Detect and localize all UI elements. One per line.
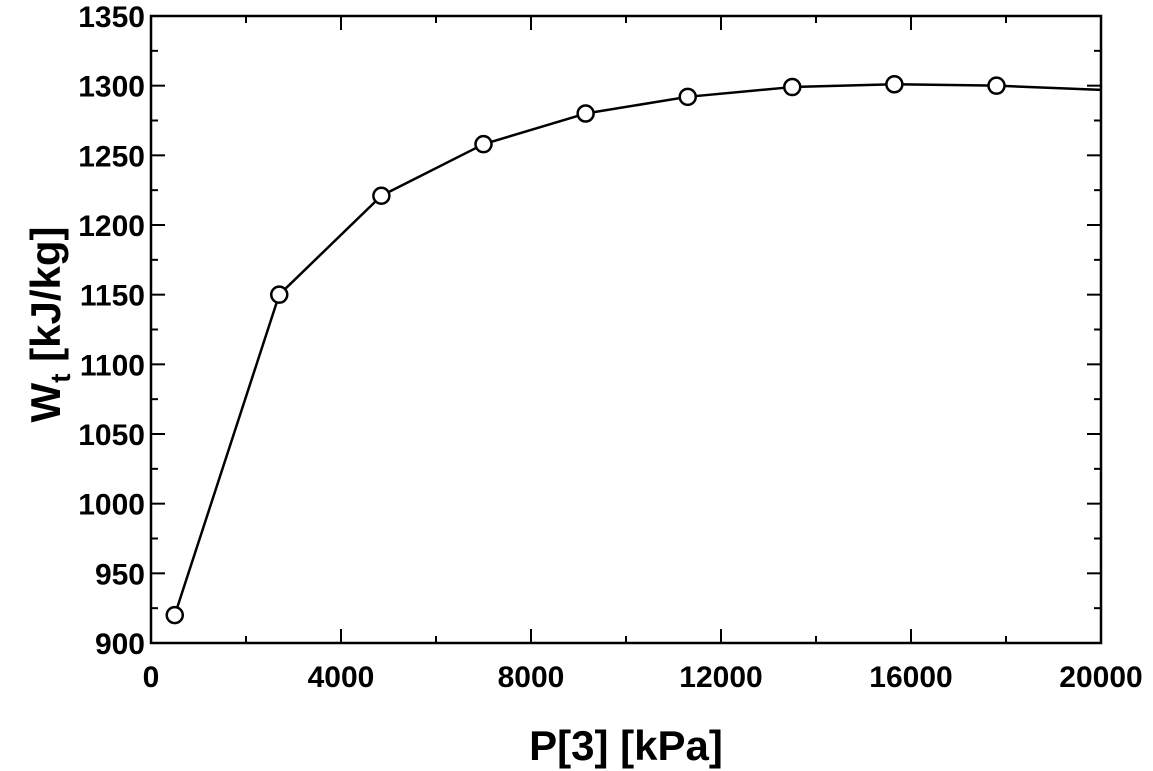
y-tick-label: 1050 — [78, 419, 145, 452]
axis-ticks — [150, 15, 1102, 644]
y-tick-label: 900 — [95, 628, 145, 661]
x-tick-label: 20000 — [1059, 661, 1142, 694]
plot-frame — [149, 14, 1103, 645]
data-point — [165, 605, 184, 625]
y-tick-label: 1200 — [78, 210, 145, 243]
y-tick-label: 1300 — [78, 71, 145, 104]
data-point — [678, 87, 697, 107]
plot-area — [165, 75, 1102, 625]
y-axis-label-main: W — [22, 383, 69, 423]
x-tick-label: 16000 — [869, 661, 952, 694]
data-point — [885, 75, 904, 94]
y-tick-label: 1250 — [78, 140, 145, 173]
y-axis-label: Wt [kJ/kg] — [22, 226, 76, 422]
y-tick-label: 1000 — [78, 489, 145, 522]
data-point — [372, 186, 391, 205]
y-tick-label: 1350 — [78, 1, 145, 34]
x-axis-label: P[3] [kPa] — [529, 722, 723, 769]
y-tick-label: 1150 — [80, 280, 145, 313]
x-tick-label: 4000 — [308, 661, 375, 694]
y-tick-label: 1100 — [80, 349, 145, 382]
series-line — [173, 83, 1102, 616]
x-tick-label: 8000 — [498, 661, 565, 694]
y-tick-label: 950 — [95, 558, 145, 591]
tick-labels: 0 4000 8000 12000 16000 20000 900 950 1000 1050 11… — [78, 1, 1142, 694]
data-point — [474, 134, 493, 154]
y-axis-label-unit: [kJ/kg] — [22, 226, 69, 373]
data-point — [270, 285, 289, 304]
data-point — [783, 77, 802, 97]
y-axis-label-subscript: t — [45, 374, 76, 383]
x-tick-label: 0 — [143, 661, 160, 694]
data-point — [576, 104, 595, 123]
data-point — [987, 76, 1006, 95]
x-tick-label: 12000 — [679, 661, 762, 694]
